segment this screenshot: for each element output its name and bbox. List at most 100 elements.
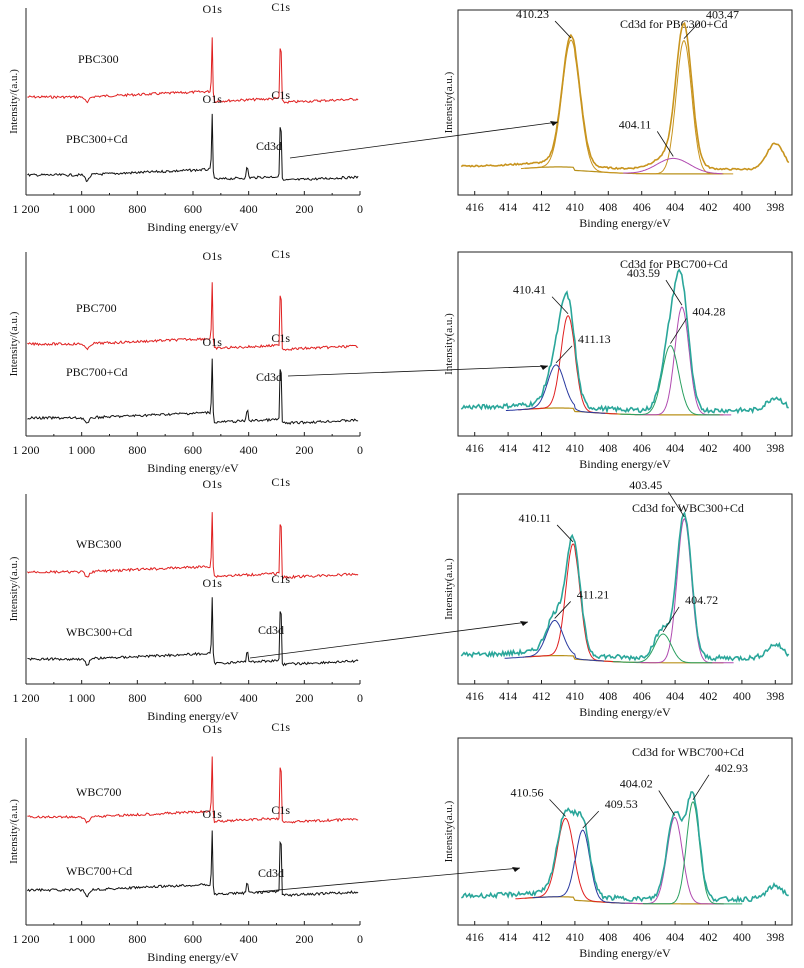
cd-tick-label: 412 (533, 200, 551, 214)
cd-plot-frame (457, 251, 793, 437)
cd-tick-label: 410 (566, 689, 584, 703)
cd-tick-label: 412 (533, 689, 551, 703)
survey-tick-label: 1 200 (13, 691, 40, 705)
cd-fit-component (505, 364, 606, 414)
cd-tick-label: 402 (700, 441, 718, 455)
survey-y-label: Intensity/(a.u.) (8, 69, 20, 134)
cd-fit-component (633, 39, 734, 175)
series-label-cd: WBC700+Cd (66, 864, 132, 878)
cd-y-label: Intensity(a.u.) (443, 558, 455, 620)
cd-tick-label: 402 (700, 930, 718, 944)
peak-position-label: 410.11 (519, 511, 552, 525)
annotation-arrow (656, 131, 674, 157)
cd-tick-label: 416 (466, 200, 484, 214)
cd3d-panel-2: 416 414 412 410 408 406 404 402 400 398 Binding en… (443, 251, 793, 471)
peak-label-o1s: O1s (203, 722, 223, 736)
survey-tick-label: 800 (128, 443, 146, 457)
cd-tick-label: 414 (499, 930, 517, 944)
peak-position-label: 403.47 (706, 8, 739, 22)
survey-tick-label: 600 (184, 202, 202, 216)
peak-position-label: 410.23 (516, 7, 549, 21)
survey-x-label: Binding energy/eV (147, 950, 239, 964)
cd-tick-label: 400 (733, 930, 751, 944)
survey-tick-label: 600 (184, 443, 202, 457)
annotation-arrow (554, 601, 571, 619)
cd-fit-component (504, 619, 605, 662)
survey-line-pbc700 (27, 282, 359, 351)
connector-line-group (255, 867, 521, 893)
cd-fit-component (642, 801, 743, 905)
cd-tick-label: 398 (766, 441, 784, 455)
survey-line-wbc700-cd (27, 830, 359, 898)
peak-label-c1s: C1s (271, 247, 290, 261)
survey-line-wbc700 (27, 756, 359, 824)
peak-label-cd3d: Cd3d (256, 139, 282, 153)
peak-label-o1s: O1s (203, 2, 223, 16)
peak-label-cd3d: Cd3d (256, 370, 282, 384)
cd-x-label: Binding energy/eV (579, 946, 671, 960)
survey-tick-label: 200 (295, 202, 313, 216)
peak-position-label: 404.02 (620, 776, 653, 790)
cd-fit-component (623, 157, 723, 175)
connector-arrowhead (512, 867, 520, 872)
survey-tick-label: 0 (357, 691, 363, 705)
cd-tick-label: 402 (700, 689, 718, 703)
cd-fit-component (522, 543, 623, 663)
survey-panel-wbc300: 1 200 1 000 800 600 400 200 0 Binding energy/eV… (8, 475, 363, 723)
connector-line (287, 365, 549, 377)
series-label-pristine: PBC700 (76, 301, 117, 315)
peak-label-c1s: C1s (271, 572, 290, 586)
cd-tick-label: 398 (766, 930, 784, 944)
peak-position-label: 403.59 (627, 266, 660, 280)
cd-tick-label: 410 (566, 930, 584, 944)
survey-tick-label: 800 (128, 691, 146, 705)
cd-envelope-line (460, 21, 790, 171)
series-label-pristine: WBC700 (76, 785, 121, 799)
cd-fit-component (624, 816, 724, 905)
survey-tick-label: 400 (240, 932, 258, 946)
survey-tick-label: 1 200 (13, 932, 40, 946)
cd-envelope-line (460, 511, 790, 662)
survey-x-label: Binding energy/eV (147, 461, 239, 475)
survey-line-pbc300-cd (27, 113, 359, 183)
cd-tick-label: 410 (566, 200, 584, 214)
survey-tick-label: 0 (357, 932, 363, 946)
cd3d-panel-4: 416 414 412 410 408 406 404 402 400 398 Binding en… (443, 737, 793, 960)
cd-tick-label: 398 (766, 200, 784, 214)
cd-fit-component (620, 345, 720, 416)
survey-x-label: Binding energy/eV (147, 220, 239, 234)
cd-envelope-line (460, 268, 789, 415)
cd-fit-component (518, 315, 618, 415)
peak-label-o1s: O1s (203, 249, 223, 263)
connector-arrowhead (550, 121, 558, 126)
cd-tick-label: 412 (533, 441, 551, 455)
survey-tick-label: 0 (357, 202, 363, 216)
series-label-pristine: PBC300 (78, 52, 119, 66)
cd-fit-component (613, 633, 713, 664)
cd-tick-label: 406 (633, 200, 651, 214)
cd-tick-label: 408 (599, 200, 617, 214)
survey-line-pbc700-cd (27, 358, 359, 426)
survey-panel-pbc700: 1 200 1 000 800 600 400 200 0 Binding energy/eV… (8, 247, 363, 475)
annotation-arrow (554, 20, 572, 39)
cd-envelope-line (461, 791, 789, 903)
cd-y-label: Intensity(a.u.) (443, 800, 455, 862)
annotation-arrow (658, 790, 676, 816)
cd-fit-component (515, 817, 615, 904)
survey-tick-label: 600 (184, 932, 202, 946)
cd-tick-label: 402 (700, 200, 718, 214)
connector-line-group (287, 365, 549, 377)
survey-tick-label: 1 000 (68, 691, 95, 705)
peak-label-c1s: C1s (271, 88, 290, 102)
series-label-pristine: WBC300 (76, 537, 121, 551)
cd-x-label: Binding energy/eV (579, 705, 671, 719)
peak-label-o1s: O1s (203, 477, 223, 491)
connector-line (255, 867, 521, 893)
survey-tick-label: 200 (295, 932, 313, 946)
survey-panel-pbc300: 1 200 1 000 800 600 400 200 0 Binding energy/eV… (8, 0, 363, 234)
survey-tick-label: 400 (240, 202, 258, 216)
annotation-arrow (556, 524, 574, 543)
annotation-arrow (665, 279, 683, 306)
annotation-arrow (662, 606, 680, 633)
